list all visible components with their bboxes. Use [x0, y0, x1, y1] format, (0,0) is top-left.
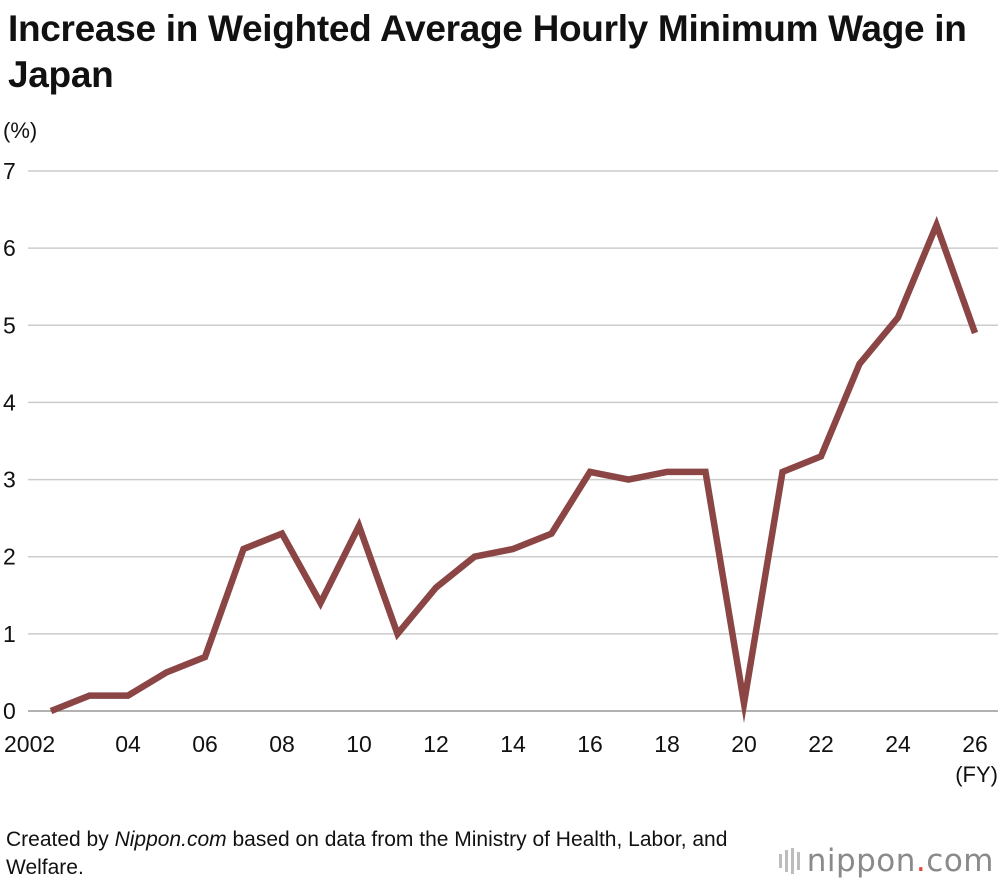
data-point: [936, 225, 937, 226]
data-point: [282, 533, 283, 534]
source-suffix: based on data from the Ministry of Healt…: [6, 828, 728, 879]
data-point: [551, 533, 552, 534]
data-point: [975, 333, 976, 334]
x-tick-label: 14: [500, 731, 526, 757]
source-note: Created by Nippon.com based on data from…: [6, 826, 766, 882]
x-tick-label: 10: [346, 731, 372, 757]
logo-name-right: com: [926, 843, 994, 879]
logo-dot: .: [915, 843, 927, 879]
data-point: [859, 363, 860, 364]
y-tick-label: 6: [3, 235, 16, 261]
y-tick-label: 3: [3, 467, 16, 493]
logo-name-left: nippon: [806, 843, 916, 879]
y-tick-label: 5: [3, 312, 16, 338]
data-point: [744, 703, 745, 704]
x-tick-labels: 2002 04 06 08 10 12 14 16 18 20 22 24 26: [4, 731, 988, 757]
data-point: [628, 479, 629, 480]
y-axis-unit-label: (%): [3, 118, 38, 143]
x-tick-label: 08: [269, 731, 295, 757]
data-point: [51, 711, 52, 712]
data-point: [667, 471, 668, 472]
data-point: [821, 456, 822, 457]
data-point: [705, 471, 706, 472]
logo-bars-icon: [778, 848, 800, 874]
x-tick-label: 04: [115, 731, 141, 757]
x-tick-label: 12: [423, 731, 449, 757]
x-tick-label: 20: [731, 731, 757, 757]
x-axis-unit-label: (FY): [955, 762, 998, 787]
y-tick-label: 2: [3, 544, 16, 570]
chart-title: Increase in Weighted Average Hourly Mini…: [8, 8, 967, 95]
data-point: [128, 695, 129, 696]
x-tick-label: 06: [192, 731, 218, 757]
y-tick-labels: 0 1 2 3 4 5 6 7: [3, 158, 16, 724]
data-point: [513, 549, 514, 550]
data-point: [590, 471, 591, 472]
source-site: Nippon.com: [114, 828, 227, 851]
source-prefix: Created by: [6, 828, 115, 851]
data-point: [166, 672, 167, 673]
data-point: [205, 657, 206, 658]
data-point: [89, 695, 90, 696]
x-tick-label: 22: [808, 731, 834, 757]
x-tick-label: 16: [577, 731, 603, 757]
y-tick-label: 0: [3, 698, 16, 724]
y-tick-label: 7: [3, 158, 16, 184]
series-line: [49, 215, 979, 724]
data-point: [359, 525, 360, 526]
data-point: [243, 549, 244, 550]
data-point: [474, 556, 475, 557]
nippon-logo: nippon.com: [778, 843, 994, 879]
data-point: [436, 587, 437, 588]
y-tick-label: 4: [3, 389, 16, 415]
data-point: [898, 317, 899, 318]
data-point: [782, 471, 783, 472]
gridlines: [28, 170, 998, 712]
x-tick-label: 18: [654, 731, 680, 757]
y-tick-label: 1: [3, 621, 16, 647]
series-layer: [49, 215, 979, 724]
x-tick-label: 24: [885, 731, 911, 757]
data-point: [320, 603, 321, 604]
x-tick-label: 2002: [4, 731, 55, 757]
data-point: [397, 633, 398, 634]
x-tick-label: 26: [962, 731, 988, 757]
